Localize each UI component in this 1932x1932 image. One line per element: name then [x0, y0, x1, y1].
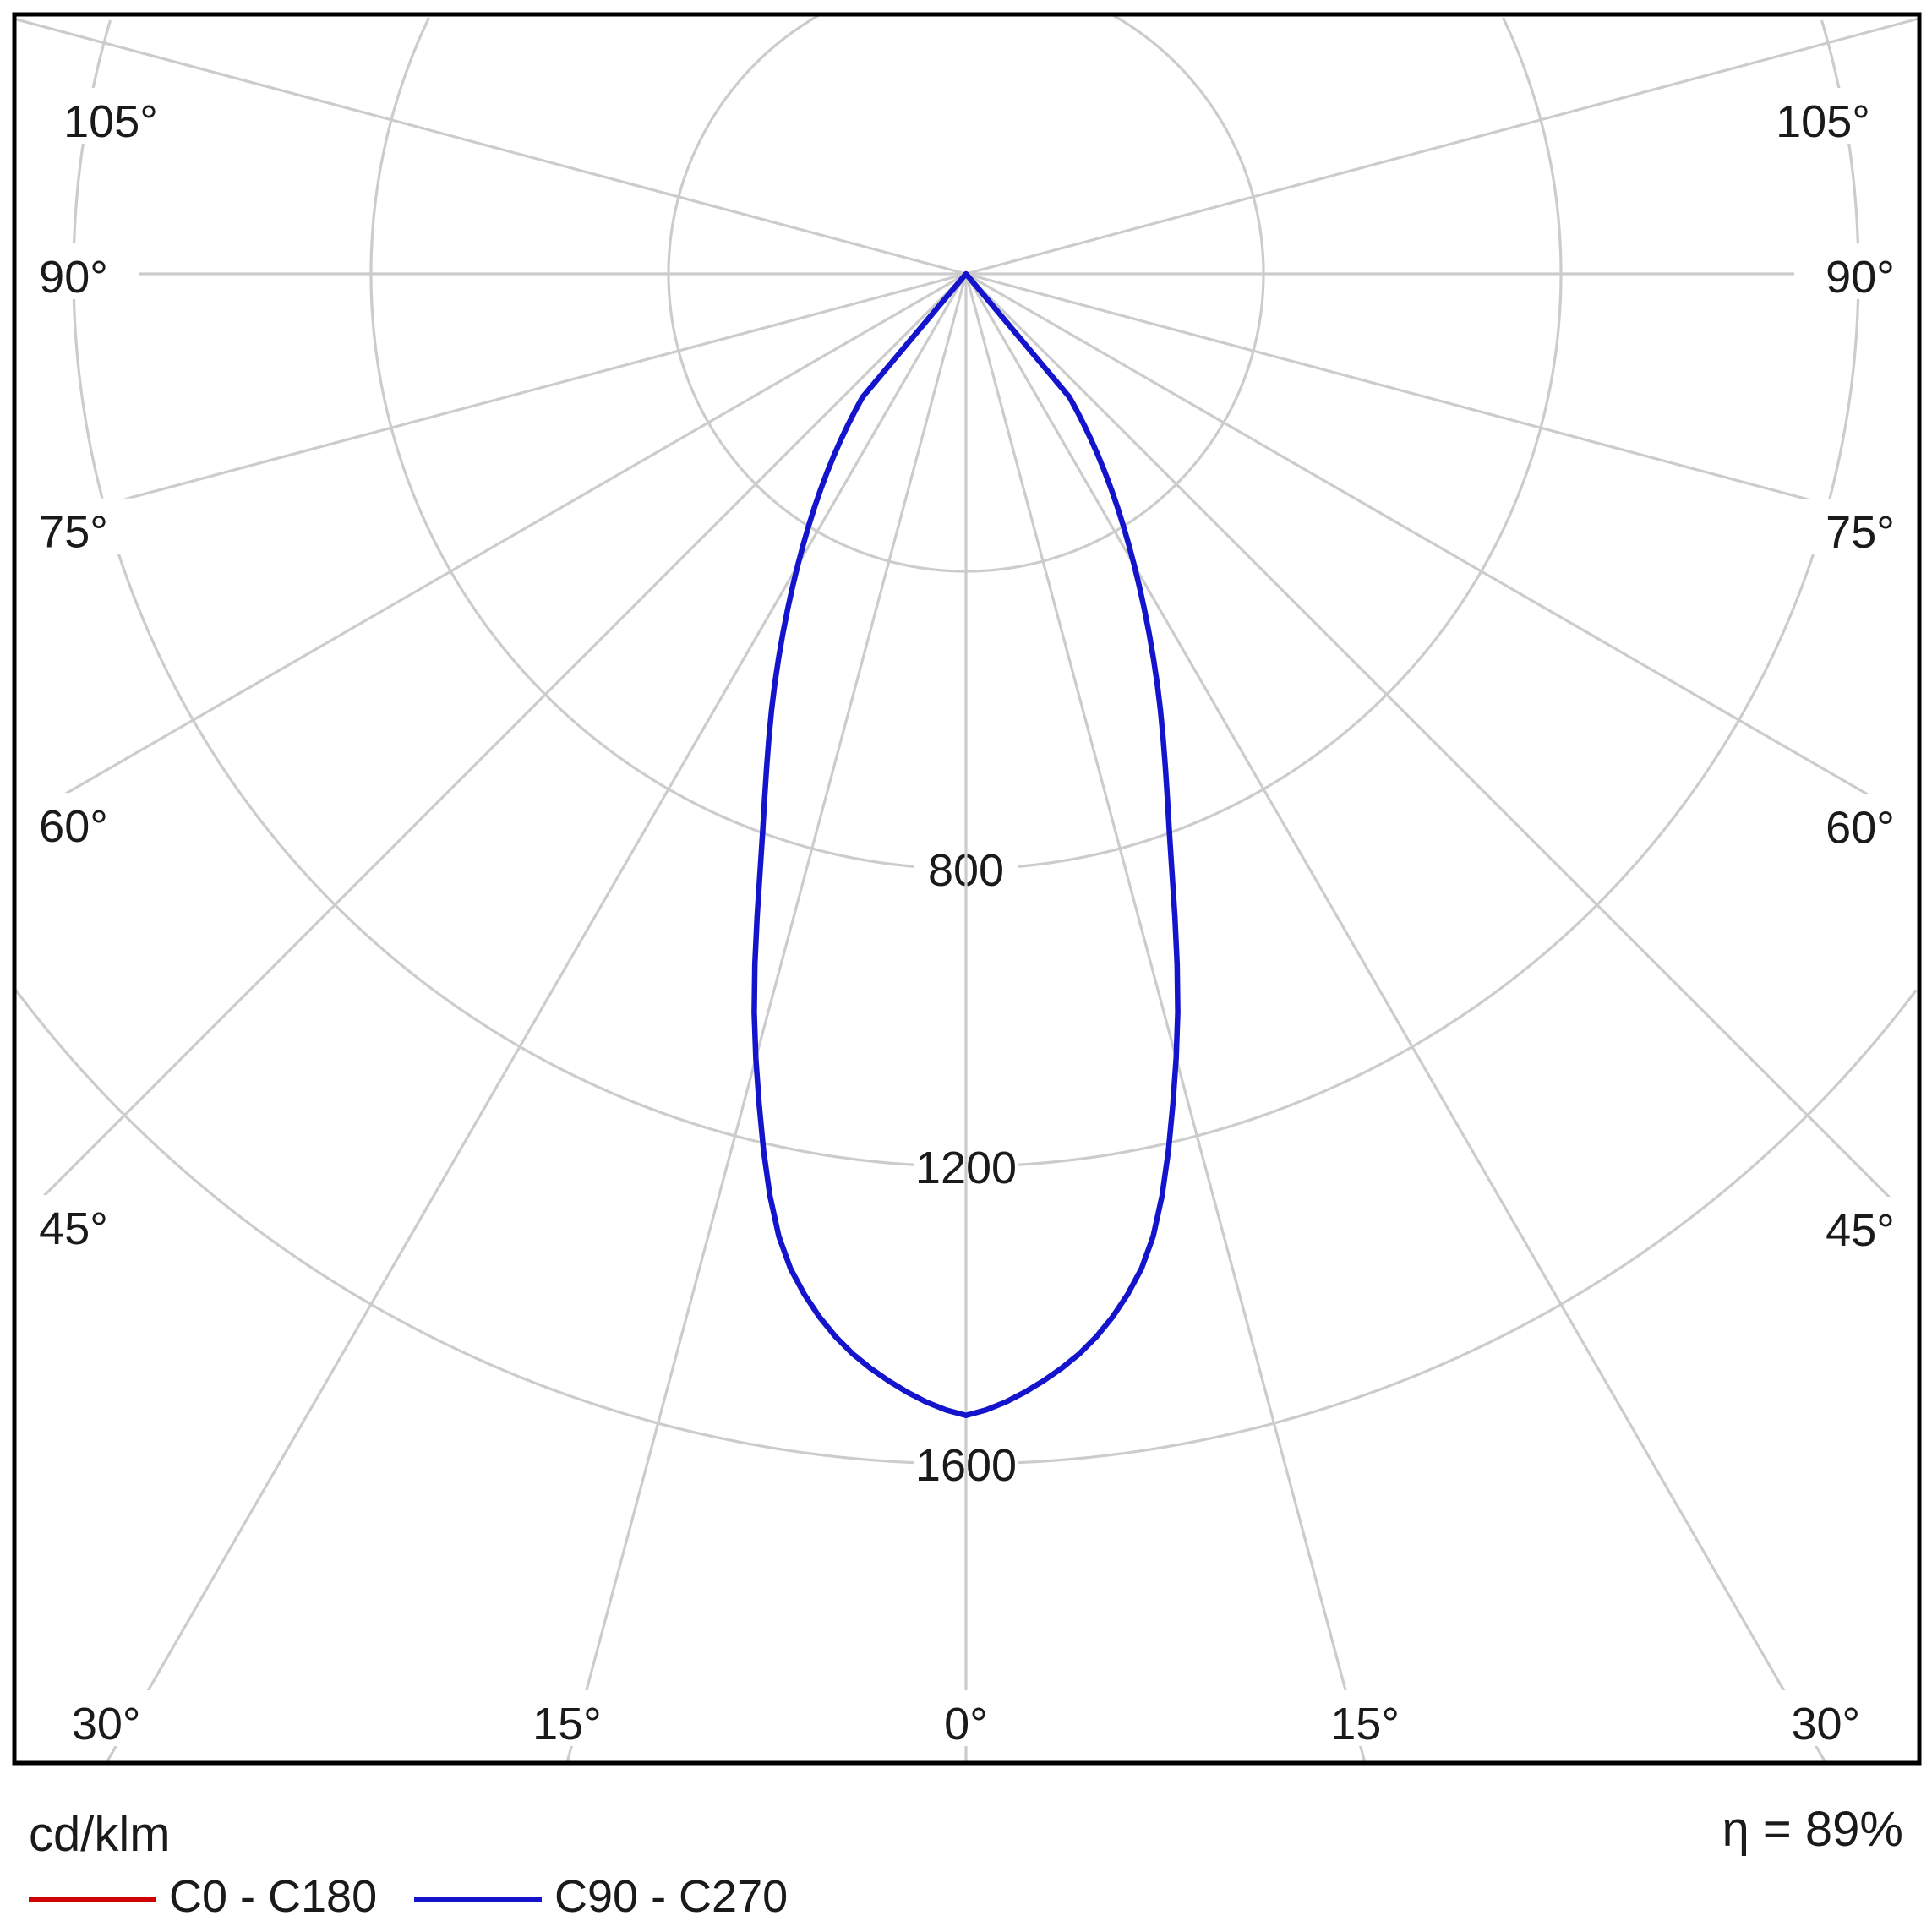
svg-text:75°: 75°: [1826, 507, 1895, 558]
svg-text:C0 - C180: C0 - C180: [169, 1871, 377, 1922]
svg-text:105°: 105°: [63, 96, 158, 147]
svg-text:15°: 15°: [1330, 1699, 1400, 1749]
svg-text:15°: 15°: [532, 1699, 602, 1749]
svg-text:90°: 90°: [1826, 252, 1895, 303]
svg-text:45°: 45°: [1826, 1205, 1895, 1256]
svg-text:60°: 60°: [39, 801, 108, 852]
svg-text:0°: 0°: [944, 1699, 988, 1749]
svg-text:30°: 30°: [72, 1699, 141, 1749]
svg-text:C90 - C270: C90 - C270: [554, 1871, 788, 1922]
svg-text:75°: 75°: [39, 507, 108, 558]
svg-text:30°: 30°: [1791, 1699, 1860, 1749]
svg-text:cd/klm: cd/klm: [29, 1807, 171, 1862]
svg-text:90°: 90°: [39, 252, 108, 303]
svg-text:η = 89%: η = 89%: [1722, 1802, 1903, 1857]
svg-text:60°: 60°: [1826, 802, 1895, 853]
svg-text:45°: 45°: [39, 1203, 108, 1254]
svg-text:105°: 105°: [1776, 96, 1870, 147]
